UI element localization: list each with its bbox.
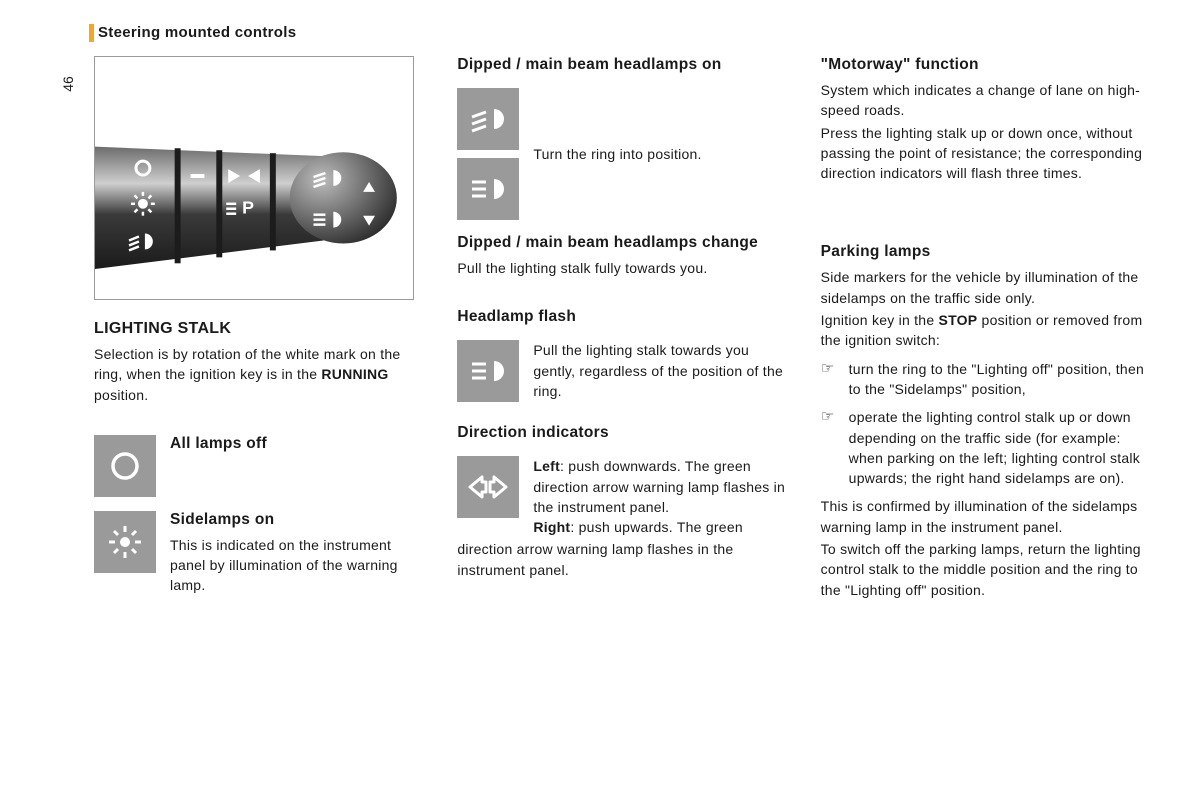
all-lamps-off-title: All lamps off <box>170 435 427 453</box>
indicators-row: Left: push downwards. The green directio… <box>457 456 790 537</box>
hand-icon: ☞ <box>821 407 839 488</box>
indicators-left-text: Left: push downwards. The green directio… <box>533 456 790 537</box>
page-header: Steering mounted controls <box>98 24 296 41</box>
indicators-title: Direction indicators <box>457 424 790 442</box>
left-text: : push downwards. The green direction ar… <box>533 458 785 515</box>
sidelamps-text: This is indicated on the instrument pane… <box>170 535 427 596</box>
motorway-para2: Press the lighting stalk up or down once… <box>821 123 1154 184</box>
dipped-change-title: Dipped / main beam headlamps change <box>457 234 790 252</box>
dipped-change-text: Pull the lighting stalk fully towards yo… <box>457 258 790 278</box>
lighting-stalk-figure: P <box>94 56 414 300</box>
dipped-beam-icon <box>457 88 519 150</box>
dipped-on-title: Dipped / main beam headlamps on <box>457 56 790 74</box>
lighting-stalk-title: LIGHTING STALK <box>94 320 427 338</box>
column-1: P <box>94 56 427 622</box>
parking-confirm: This is confirmed by illumination of the… <box>821 496 1154 537</box>
hand-icon: ☞ <box>821 359 839 400</box>
parking-bullet-2: ☞ operate the lighting control stalk up … <box>821 407 1154 488</box>
motorway-para1: System which indicates a change of lane … <box>821 80 1154 121</box>
lighting-stalk-illustration: P <box>95 57 413 299</box>
left-bold: Left <box>533 458 560 474</box>
bullet2-text: operate the lighting control stalk up or… <box>849 407 1154 488</box>
content-columns: P <box>94 56 1154 622</box>
parking-title: Parking lamps <box>821 243 1154 261</box>
right-bold: Right <box>533 519 570 535</box>
parking-bullet-1: ☞ turn the ring to the "Lighting off" po… <box>821 359 1154 400</box>
headlamp-flash-icon <box>457 340 519 402</box>
flash-title: Headlamp flash <box>457 308 790 326</box>
all-lamps-off-row: All lamps off <box>94 435 427 497</box>
svg-text:P: P <box>242 198 254 218</box>
indicators-trailer: direction arrow warning lamp flashes in … <box>457 539 790 580</box>
flash-text: Pull the lighting stalk towards you gent… <box>533 340 790 401</box>
flash-row: Pull the lighting stalk towards you gent… <box>457 340 790 402</box>
ign-pre: Ignition key in the <box>821 312 939 328</box>
page-number: 46 <box>60 76 76 92</box>
ign-bold: STOP <box>939 312 978 328</box>
parking-ignition: Ignition key in the STOP position or rem… <box>821 310 1154 351</box>
bullet1-text: turn the ring to the "Lighting off" posi… <box>849 359 1154 400</box>
intro-post: position. <box>94 387 148 403</box>
sidelamps-title: Sidelamps on <box>170 511 427 529</box>
direction-indicators-icon <box>457 456 519 518</box>
column-3: "Motorway" function System which indicat… <box>821 56 1154 622</box>
dipped-on-row: Turn the ring into position. <box>457 88 790 220</box>
circle-off-icon <box>94 435 156 497</box>
sidelamps-row: Sidelamps on This is indicated on the in… <box>94 511 427 608</box>
dipped-on-text: Turn the ring into position. <box>533 144 701 164</box>
parking-intro: Side markers for the vehicle by illumina… <box>821 267 1154 308</box>
lighting-stalk-intro: Selection is by rotation of the white ma… <box>94 344 427 405</box>
right-text: : push upwards. The green <box>570 519 743 535</box>
accent-bar <box>89 24 94 42</box>
sidelamps-icon <box>94 511 156 573</box>
parking-switchoff: To switch off the parking lamps, return … <box>821 539 1154 600</box>
motorway-title: "Motorway" function <box>821 56 1154 74</box>
intro-bold: RUNNING <box>321 366 388 382</box>
main-beam-icon <box>457 158 519 220</box>
column-2: Dipped / main beam headlamps on <box>457 56 790 622</box>
